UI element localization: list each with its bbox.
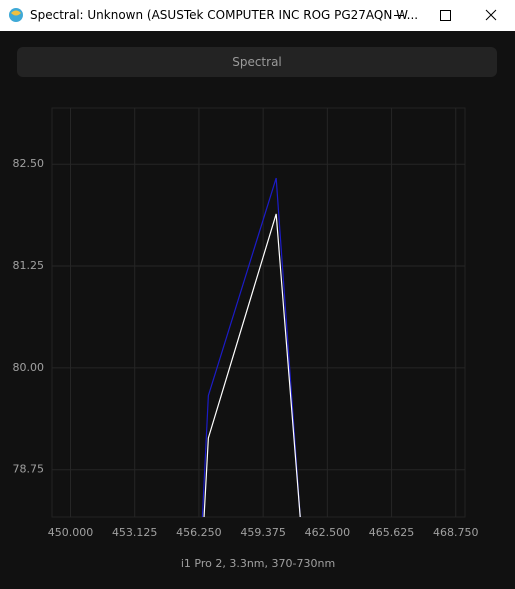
x-tick-label: 462.500 <box>305 526 351 539</box>
x-tick-label: 456.250 <box>176 526 222 539</box>
maximize-button[interactable] <box>440 10 451 21</box>
x-tick-label: 453.125 <box>112 526 158 539</box>
y-tick-label: 81.25 <box>13 259 45 272</box>
plot-frame <box>51 107 466 518</box>
y-tick-label: 80.00 <box>13 361 45 374</box>
x-tick-label: 465.625 <box>369 526 415 539</box>
title-bar: Spectral: Unknown (ASUSTek COMPUTER INC … <box>0 0 515 31</box>
x-tick-label: 468.750 <box>433 526 479 539</box>
y-tick-label: 78.75 <box>13 463 45 476</box>
title-bar-icons <box>9 8 497 22</box>
x-tick-label: 450.000 <box>48 526 94 539</box>
x-axis-label: i1 Pro 2, 3.3nm, 370-730nm <box>181 557 335 570</box>
x-tick-label: 459.375 <box>240 526 286 539</box>
close-button[interactable] <box>485 9 497 21</box>
app-icon-part <box>11 10 21 16</box>
plot-area <box>201 177 301 517</box>
y-tick-label: 82.50 <box>13 157 45 170</box>
spectral-button[interactable]: Spectral <box>17 47 497 77</box>
window-title: Spectral: Unknown (ASUSTek COMPUTER INC … <box>30 8 419 22</box>
spectrum-line <box>203 213 301 517</box>
spectrum-line <box>201 177 301 517</box>
